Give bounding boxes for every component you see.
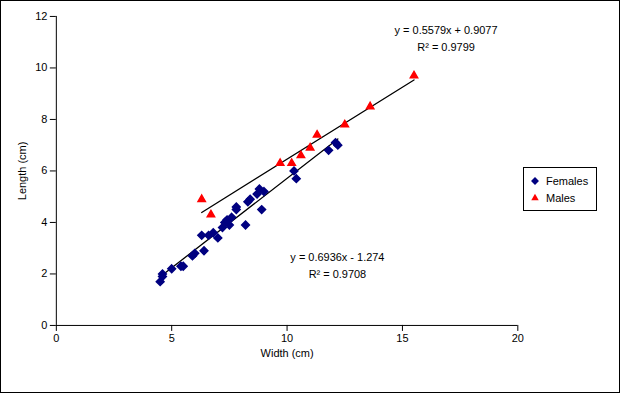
svg-text:R² = 0.9799: R² = 0.9799 [417,41,475,53]
svg-text:12: 12 [35,10,47,22]
svg-text:y = 0.5579x + 0.9077: y = 0.5579x + 0.9077 [395,24,498,36]
svg-text:R² = 0.9708: R² = 0.9708 [309,268,367,280]
svg-text:20: 20 [512,332,524,344]
svg-text:8: 8 [41,113,47,125]
svg-text:2: 2 [41,267,47,279]
svg-text:Width (cm): Width (cm) [261,347,314,359]
svg-text:10: 10 [281,332,293,344]
svg-text:0: 0 [41,319,47,331]
svg-text:15: 15 [396,332,408,344]
html-text:Females: Females [546,174,589,187]
svg-text:0: 0 [53,332,59,344]
svg-text:y = 0.6936x - 1.274: y = 0.6936x - 1.274 [290,251,384,263]
svg-text:10: 10 [35,61,47,73]
svg-text:4: 4 [41,216,47,228]
svg-text:6: 6 [41,164,47,176]
html-text:Males: Males [546,191,576,204]
svg-text:5: 5 [169,332,175,344]
svg-text:Length (cm): Length (cm) [16,142,28,200]
